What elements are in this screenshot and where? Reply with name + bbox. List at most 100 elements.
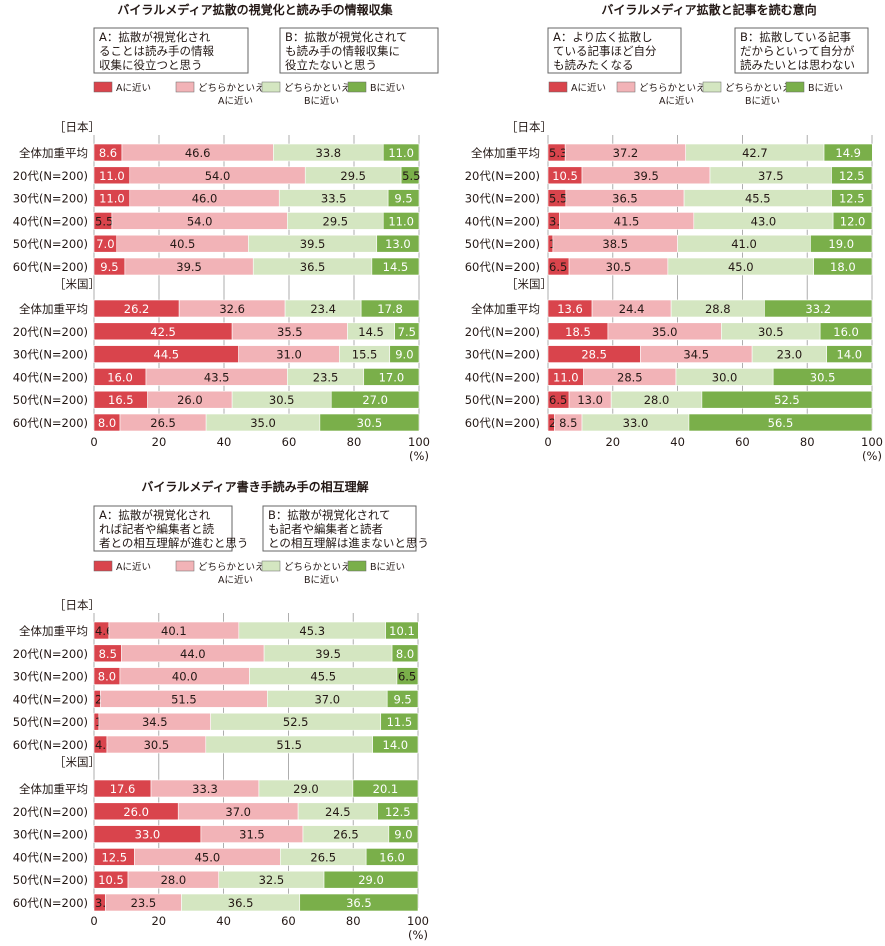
data-label: 44.0 [180,647,206,661]
data-label: 12.5 [101,850,127,864]
bar-segment [299,893,419,912]
explanation-box-a-frame [93,505,233,552]
category-label: 60代(N=200) [465,260,540,274]
bar-segment [400,166,420,185]
explanation-box-b: B：拡散が視覚化されても記者や編集者と読者との相互理解は進まないと思う [262,505,429,552]
bar-segment [323,870,419,889]
bar-row: 40代(N=200) 11.0 28.5 30.0 30.5 [465,368,873,386]
category-label: 60代(N=200) [13,738,88,752]
bar-row: 50代(N=200) 6.5 13.0 28.0 52.5 [465,390,873,409]
data-label: 7.0 [96,237,114,251]
bar-row: 40代(N=200) 12.5 45.0 26.5 16.0 [13,848,419,866]
data-label: 34.5 [142,715,168,729]
legend-label: Bに近い [304,95,339,107]
data-label: 12.0 [840,214,866,228]
data-label: 14.0 [383,738,409,752]
legend-label: どちらかといえば [725,83,802,94]
bar-segment [701,390,873,409]
data-label: 30.5 [357,416,383,430]
tick-label: 40 [217,435,232,449]
bar-segment [764,299,873,318]
data-label: 16.0 [833,325,859,339]
legend-label: Bに近い [304,574,339,586]
data-label: 17.6 [110,782,136,796]
data-label: 26.0 [177,393,203,407]
data-label: 24.4 [619,302,645,316]
bar-segment [377,802,419,821]
data-label: 37.2 [613,146,639,160]
tick-label: 0 [90,914,97,928]
tick-label: 80 [800,435,815,449]
data-label: 13.0 [577,393,603,407]
data-label: 33.0 [623,416,649,430]
data-label: 52.5 [774,393,800,407]
bar-row: 全体加重平均 17.6 33.3 29.0 20.1 [19,779,419,798]
legend-swatch [347,81,367,93]
bar-row: 20代(N=200) 18.5 35.0 30.5 16.0 [465,322,873,341]
category-label: 全体加重平均 [471,302,540,316]
bar-segment [394,322,420,341]
legend-swatch [93,560,113,572]
bar-row: 全体加重平均 13.6 24.4 28.8 33.2 [471,299,873,318]
bar-row: 40代(N=200) 5.5 54.0 29.5 11.0 [13,212,420,230]
group-label-us: ［米国］ [54,755,100,769]
data-label: 26.0 [123,805,149,819]
data-label: 16.0 [107,370,133,384]
tick-label: 20 [151,914,166,928]
bar-segment [688,413,873,432]
category-label: 50代(N=200) [13,715,88,729]
category-label: 60代(N=200) [465,416,540,430]
data-label: 37.0 [225,805,251,819]
tick-label: 100 [408,435,430,449]
data-label: 28.0 [161,873,187,887]
data-label: 41.5 [614,214,640,228]
bar-segment [352,779,419,798]
data-label: 8.5 [99,647,117,661]
data-label: 40.5 [170,237,196,251]
bar-segment [388,825,419,843]
data-label: 11.0 [388,146,414,160]
data-label: 8.0 [98,416,116,430]
legend-swatch [93,81,113,93]
data-label: 23.4 [310,302,336,316]
data-label: 36.5 [228,896,254,910]
data-label: 35.0 [652,325,678,339]
tick-label: 20 [605,435,620,449]
bar-segment [819,322,873,341]
bar-row: 全体加重平均 5.3 37.2 42.7 14.9 [471,143,873,162]
data-label: 32.5 [259,873,285,887]
legend-swatch [261,560,281,572]
category-label: 20代(N=200) [13,647,88,661]
legend-swatch [347,560,367,572]
data-label: 27.0 [362,393,388,407]
data-label: 10.5 [552,169,578,183]
bar-row: 20代(N=200) 11.0 54.0 29.5 5.5 [13,166,420,185]
bar-segment [363,368,420,386]
category-label: 30代(N=200) [13,670,88,684]
legend-swatch [175,560,195,572]
legend-swatch [702,81,722,93]
data-label: 10.1 [389,624,415,638]
data-label: 51.5 [171,692,197,706]
legend-label: どちらかといえば [284,83,361,94]
data-label: 28.5 [581,348,607,362]
data-label: 17.8 [377,302,403,316]
data-label: 44.5 [154,348,180,362]
bar-row: 50代(N=200)1.534.552.511.5 [13,712,419,731]
chart-2: バイラルメディア拡散と記事を読む意向 A：より広く拡散している記事ほど自分も読みた… [465,2,883,463]
bar-row: 50代(N=200) 16.5 26.0 30.5 27.0 [13,390,420,409]
data-label: 6.5 [549,260,567,274]
data-label: 41.0 [731,237,757,251]
data-label: 6.5 [398,670,416,684]
chart-1: バイラルメディア拡散の視覚化と読み手の情報収集 A：拡散が視覚化されることは読み手… [13,2,439,463]
bar-segment [772,368,873,386]
category-label: 50代(N=200) [465,237,540,251]
tick-label: 80 [347,435,362,449]
data-label: 30.5 [269,393,295,407]
data-label: 20.1 [373,782,399,796]
explanation-box-a-text: A：より広く拡散している記事ほど自分も読みたくなる [553,30,657,72]
data-label: 38.5 [602,237,628,251]
data-label: 29.0 [293,782,319,796]
category-label: 50代(N=200) [13,237,88,251]
tick-label: 0 [90,435,97,449]
